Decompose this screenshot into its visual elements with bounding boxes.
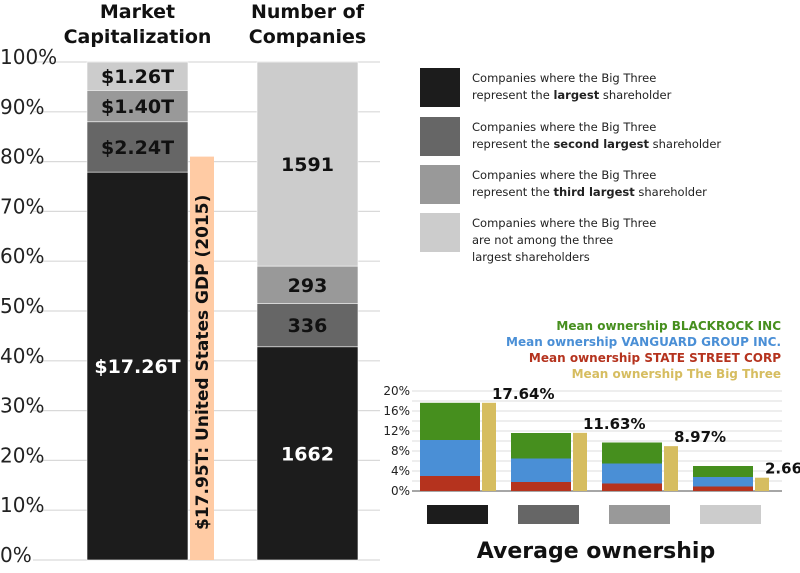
legend-text-part: second largest xyxy=(553,137,649,151)
big-three-bar xyxy=(664,446,678,491)
bar-segment xyxy=(86,121,189,173)
bar-segment xyxy=(256,265,359,304)
bar-segment-label: $17.26T xyxy=(94,356,180,378)
legend-text-part: Companies where the Big Three xyxy=(472,120,656,134)
y-tick-label: 50% xyxy=(0,294,44,318)
y-tick-label: 0% xyxy=(0,543,32,567)
reference-bar-gdp xyxy=(190,156,214,560)
legend-text-part: shareholder xyxy=(635,185,707,199)
chart-title: Average ownership xyxy=(477,539,715,564)
big-three-value-label: 17.64% xyxy=(492,385,554,403)
legend-text: Companies where the Big Three xyxy=(472,120,656,134)
legend-swatch xyxy=(420,213,460,252)
legend-text: largest shareholders xyxy=(472,250,590,264)
y-tick-label: 30% xyxy=(0,394,44,418)
legend-text: represent the second largest shareholder xyxy=(472,137,721,151)
big-three-value-label: 8.97% xyxy=(674,428,726,446)
y-tick-label: 60% xyxy=(0,244,44,268)
stacked-bar-segment xyxy=(420,440,480,476)
legend-swatch xyxy=(420,68,460,107)
legend-text-part: largest xyxy=(553,88,599,102)
bar-segment xyxy=(86,90,189,123)
legend-text-part: shareholder xyxy=(649,137,721,151)
legend-text: Companies where the Big Three xyxy=(472,168,656,182)
legend-text-part: are not among the three xyxy=(472,233,613,247)
legend-text: represent the largest shareholder xyxy=(472,88,672,102)
legend-text-part: shareholder xyxy=(599,88,671,102)
stacked-bar-segment xyxy=(602,463,662,484)
column-header: Companies xyxy=(249,26,366,48)
bar-segment-label: 1591 xyxy=(281,154,334,176)
y-tick-label: 80% xyxy=(0,145,44,169)
bar-segment-label: 336 xyxy=(288,315,328,337)
y-tick-label: 40% xyxy=(0,344,44,368)
big-three-value-label: 11.63% xyxy=(583,415,645,433)
series-legend-entry: Mean ownership VANGUARD GROUP INC. xyxy=(506,335,781,349)
bar-segment xyxy=(86,61,189,91)
stacked-bar-segment xyxy=(693,486,753,491)
y-tick-label: 8% xyxy=(391,444,410,458)
big-three-bar xyxy=(482,402,496,491)
legend-swatch xyxy=(420,117,460,156)
big-three-bar xyxy=(573,432,587,491)
bar-segment xyxy=(256,346,359,561)
series-legend-entry: Mean ownership BLACKROCK INC xyxy=(556,319,781,333)
y-tick-label: 90% xyxy=(0,95,44,119)
y-tick-label: 16% xyxy=(383,404,410,418)
legend-text: are not among the three xyxy=(472,233,613,247)
bar-segment-label: $1.26T xyxy=(101,66,174,88)
legend-text-part: represent the xyxy=(472,185,553,199)
bar-segment xyxy=(256,61,359,267)
legend-text: represent the third largest shareholder xyxy=(472,185,707,199)
legend-text-part: third largest xyxy=(553,185,635,199)
series-legend-entry: Mean ownership The Big Three xyxy=(572,367,781,381)
legend-text-part: Companies where the Big Three xyxy=(472,216,656,230)
big-three-value-label: 2.66% xyxy=(765,460,800,478)
stacked-bar-segment xyxy=(511,458,571,482)
big-three-bar xyxy=(755,477,769,491)
column-header: Number of xyxy=(251,1,365,23)
stacked-bar-segment xyxy=(511,433,571,459)
stacked-bar-segment xyxy=(420,402,480,440)
category-swatch xyxy=(518,505,579,524)
legend-text-part: represent the xyxy=(472,137,553,151)
column-header: Capitalization xyxy=(64,26,212,48)
column-header: Market xyxy=(100,1,175,23)
bar-segment-label: $2.24T xyxy=(101,137,174,159)
y-tick-label: 20% xyxy=(383,384,410,398)
stacked-bar-segment xyxy=(693,466,753,477)
y-tick-label: 70% xyxy=(0,194,44,218)
legend-text-part: largest shareholders xyxy=(472,250,590,264)
legend-text-part: Companies where the Big Three xyxy=(472,71,656,85)
y-tick-label: 0% xyxy=(391,484,410,498)
bar-segment-label: $1.40T xyxy=(101,96,174,118)
category-swatch xyxy=(700,505,761,524)
y-tick-label: 100% xyxy=(0,45,57,69)
y-tick-label: 10% xyxy=(0,493,44,517)
bar-segment xyxy=(86,171,189,561)
y-tick-label: 12% xyxy=(383,424,410,438)
stacked-bar-segment xyxy=(511,482,571,491)
legend-swatch xyxy=(420,165,460,204)
category-swatch xyxy=(427,505,488,524)
y-tick-label: 20% xyxy=(0,443,44,467)
legend-text-part: Companies where the Big Three xyxy=(472,168,656,182)
legend-text: Companies where the Big Three xyxy=(472,71,656,85)
stacked-bar-segment xyxy=(602,442,662,464)
category-swatch xyxy=(609,505,670,524)
reference-bar-label: $17.95T: United States GDP (2015) xyxy=(193,195,213,530)
legend-text: Companies where the Big Three xyxy=(472,216,656,230)
series-legend-entry: Mean ownership STATE STREET CORP xyxy=(529,351,781,365)
stacked-bar-segment xyxy=(420,476,480,491)
bar-segment-label: 293 xyxy=(288,275,328,297)
stacked-bar-segment xyxy=(693,477,753,487)
legend-text-part: represent the xyxy=(472,88,553,102)
y-tick-label: 4% xyxy=(391,464,410,478)
stacked-bar-segment xyxy=(602,483,662,491)
bar-segment-label: 1662 xyxy=(281,443,334,465)
